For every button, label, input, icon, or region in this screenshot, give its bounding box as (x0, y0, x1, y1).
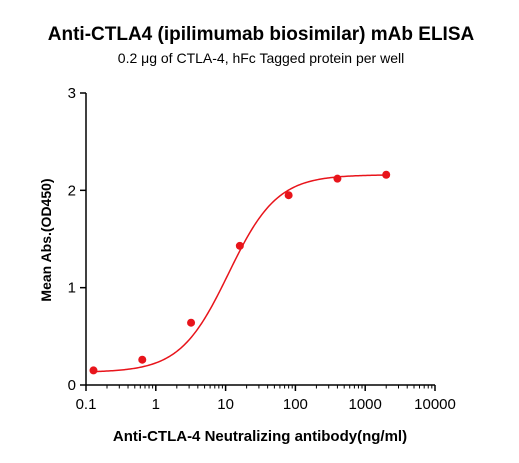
x-axis-title: Anti-CTLA-4 Neutralizing antibody(ng/ml) (113, 428, 407, 445)
y-axis-title: Mean Abs.(OD450) (38, 178, 54, 301)
x-tick-label: 10000 (414, 396, 456, 413)
data-points (89, 170, 391, 375)
x-tick-label: 1 (152, 396, 160, 413)
y-ticks: 0 1 2 3 (68, 85, 86, 394)
x-tick-label: 10 (217, 396, 234, 413)
y-tick-label: 2 (68, 182, 76, 199)
fit-curve (93, 174, 387, 373)
y-tick-label: 1 (68, 280, 76, 297)
data-point (333, 174, 342, 183)
chart-title: Anti-CTLA4 (ipilimumab biosimilar) mAb E… (48, 24, 475, 45)
data-point (235, 241, 244, 250)
x-ticks: 0.1 1 10 100 1000 10000 (76, 385, 456, 413)
x-tick-label: 100 (283, 396, 308, 413)
data-point (382, 170, 391, 179)
data-point (89, 366, 98, 375)
data-point (138, 355, 147, 364)
data-point (187, 318, 196, 327)
x-tick-label: 0.1 (76, 396, 97, 413)
axes: 0 1 2 3 0.1 1 10 100 1000 10000 (68, 85, 456, 413)
chart-subtitle: 0.2 μg of CTLA-4, hFc Tagged protein per… (118, 50, 404, 66)
x-tick-label: 1000 (349, 396, 382, 413)
y-tick-label: 3 (68, 85, 76, 102)
data-point (284, 191, 293, 200)
y-tick-label: 0 (68, 377, 76, 394)
